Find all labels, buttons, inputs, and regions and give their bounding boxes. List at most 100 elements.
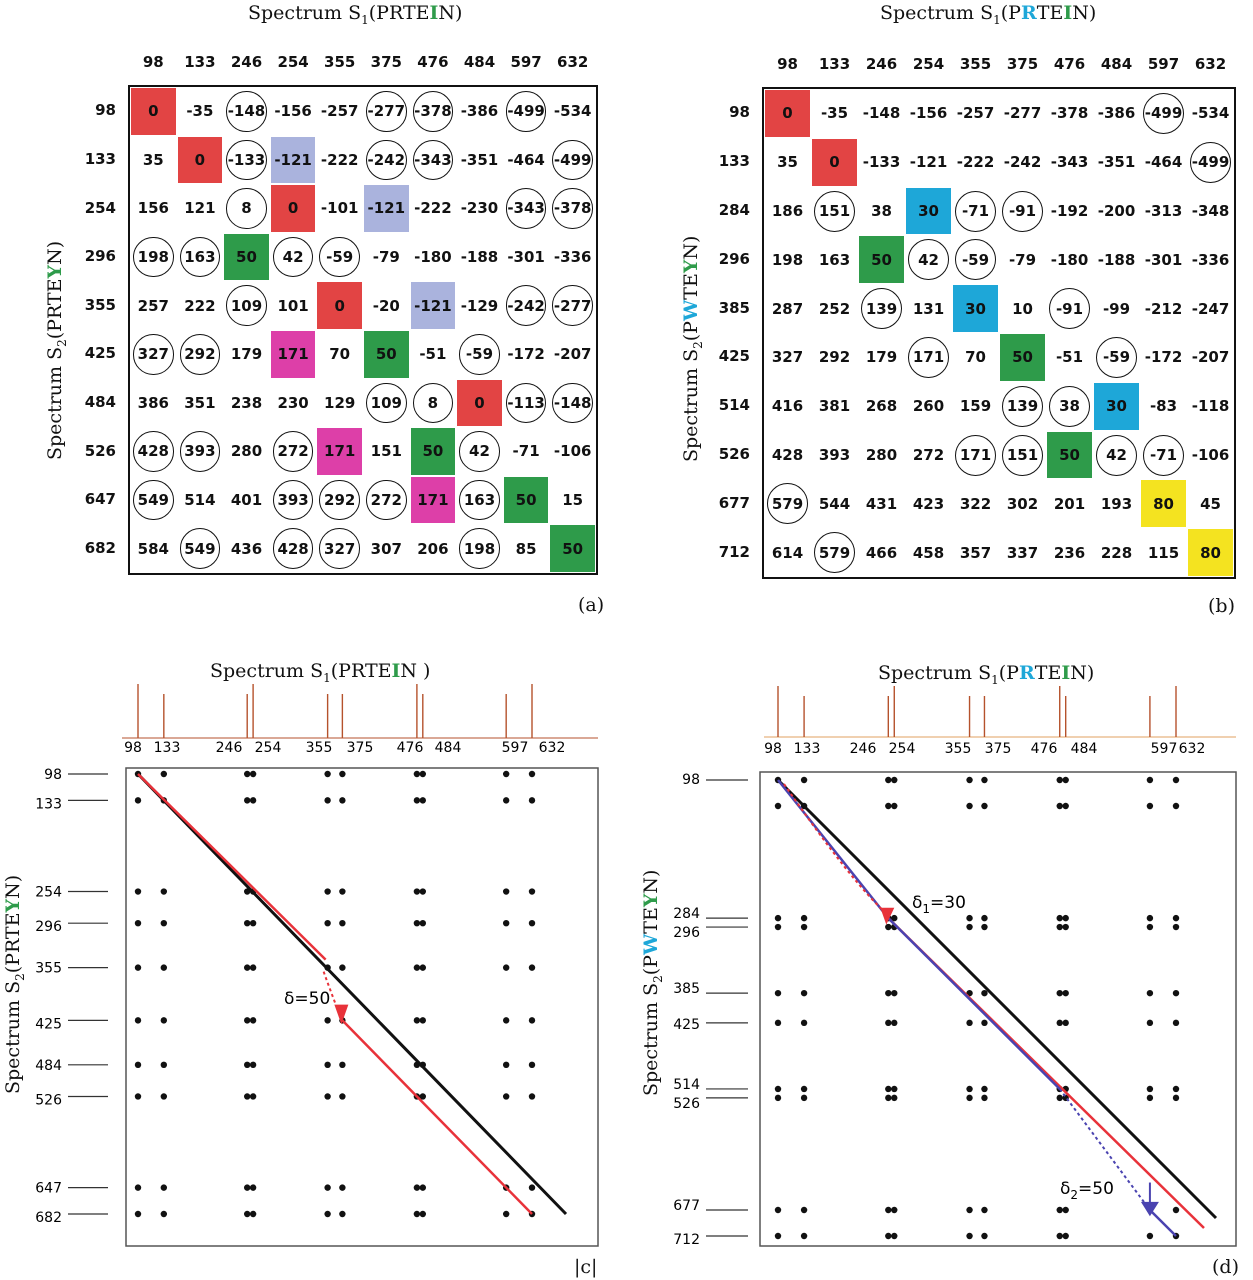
matrix-cell: 206 <box>417 539 449 558</box>
matrix-cell: 70 <box>965 348 986 367</box>
peak-dot <box>885 802 892 810</box>
peak-dot <box>528 1061 536 1069</box>
x-tick-label: 484 <box>1071 741 1098 757</box>
row-header: 484 <box>84 392 116 411</box>
peak-dot <box>324 888 331 895</box>
panel-c-label: |c| <box>574 1256 598 1278</box>
matrix-cell: 0 <box>287 199 299 218</box>
matrix-cell: 186 <box>771 201 804 220</box>
matrix-cell: 280 <box>865 445 898 464</box>
peak-dot <box>885 1094 892 1102</box>
matrix-cell: 50 <box>562 539 584 558</box>
matrix-cell: 466 <box>865 543 898 562</box>
matrix-cell: 50 <box>375 345 397 364</box>
peak-dot <box>885 776 892 784</box>
matrix-cell: 10 <box>1012 299 1033 318</box>
matrix-cell: -378 <box>1050 104 1089 123</box>
peak-dot <box>1172 1094 1180 1102</box>
matrix-cell: 381 <box>818 397 851 416</box>
matrix-cell: 50 <box>236 248 257 267</box>
peak-dot <box>413 797 421 804</box>
column-header: 375 <box>370 53 402 71</box>
matrix-cell: -121 <box>414 296 452 315</box>
plot-frame <box>125 767 599 1247</box>
column-header: 254 <box>912 55 945 73</box>
peak-dot <box>1146 923 1154 931</box>
peak-dot <box>885 923 892 931</box>
peak-dot <box>1172 914 1180 922</box>
matrix-cell: -51 <box>419 345 447 364</box>
matrix-cell: 0 <box>474 393 485 412</box>
circled-value <box>366 382 407 424</box>
matrix-cell: 0 <box>829 153 840 172</box>
shifted-diagonal <box>341 1019 533 1215</box>
x-tick-label: 254 <box>255 740 282 756</box>
peak-dot <box>800 1094 808 1102</box>
peak-dot <box>419 888 427 895</box>
matrix-cell: 393 <box>818 445 851 464</box>
diagonal-line <box>776 778 1218 1220</box>
peak-dot <box>885 1019 892 1027</box>
peak-dot <box>1056 1232 1063 1240</box>
peak-dot <box>1172 989 1180 997</box>
peak-dot <box>160 1061 168 1069</box>
matrix-cell: 179 <box>865 348 898 367</box>
matrix-cell: 428 <box>137 442 169 461</box>
sequence-letter: ( <box>998 662 1007 684</box>
matrix-cell: -79 <box>372 248 400 267</box>
peak-dot <box>249 797 257 804</box>
peak-dot <box>774 1232 782 1240</box>
sequence-letter: E <box>415 2 430 24</box>
peak-dot <box>774 802 782 810</box>
matrix-cell: 50 <box>871 250 892 269</box>
peak-dot <box>981 776 988 784</box>
peak-dot <box>1062 1206 1069 1214</box>
peak-dot <box>1056 1019 1063 1027</box>
peak-dot <box>800 914 808 922</box>
matrix-cell: 0 <box>334 296 345 315</box>
peak-dot <box>1172 1019 1180 1027</box>
matrix-cell: 163 <box>184 248 216 267</box>
matrix-cell: -188 <box>1097 250 1136 269</box>
column-header: 98 <box>777 55 798 73</box>
matrix-cell: -242 <box>367 150 406 169</box>
matrix-cell: 393 <box>184 442 216 461</box>
row-header: 526 <box>84 441 116 460</box>
shift-arrow-head <box>1140 1201 1159 1217</box>
circled-value <box>814 190 855 232</box>
peak-dot <box>324 1184 331 1191</box>
matrix-cell: 131 <box>912 299 945 318</box>
peak-dot <box>160 1210 168 1218</box>
peak-dot <box>243 1210 251 1218</box>
row-header: 133 <box>84 149 116 168</box>
peak-dot <box>1056 1206 1063 1214</box>
matrix-cell: 80 <box>1153 494 1174 513</box>
matrix-cell: -106 <box>1191 445 1230 464</box>
peak-dot <box>324 1061 331 1069</box>
row-header: 682 <box>84 538 116 557</box>
column-header: 355 <box>324 53 356 71</box>
peak-dot <box>966 802 973 810</box>
peak-dot <box>1146 802 1154 810</box>
peak-dot <box>413 964 421 971</box>
peak-dot <box>160 1093 168 1100</box>
matrix-cell: 38 <box>871 201 892 220</box>
peak-dot <box>891 1206 898 1214</box>
peak-dot <box>339 797 346 804</box>
matrix-cell: -257 <box>320 102 359 121</box>
peak-dot <box>885 1232 892 1240</box>
circled-value <box>179 528 221 569</box>
column-header: 254 <box>277 53 309 71</box>
highlight-cell <box>270 185 316 232</box>
matrix-cell: -148 <box>862 104 901 123</box>
peak-dot <box>324 1017 331 1024</box>
peak-dot <box>502 919 510 927</box>
matrix-cell: -188 <box>460 248 499 267</box>
matrix-cell: 171 <box>959 445 992 464</box>
peak-dot <box>800 1206 808 1214</box>
matrix-cell: -91 <box>1055 299 1084 318</box>
peak-dot <box>1062 1232 1069 1240</box>
peak-dot <box>528 1017 536 1024</box>
y-tick-label: 355 <box>35 961 62 977</box>
circled-value <box>1143 92 1184 134</box>
